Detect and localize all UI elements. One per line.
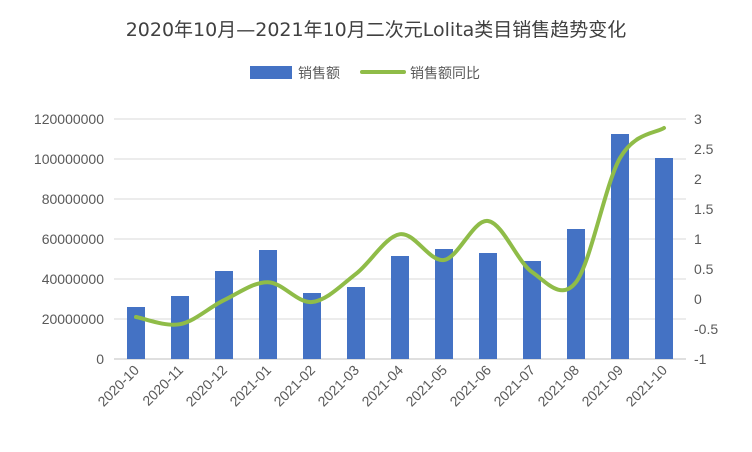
right-axis-tick-label: 2.5 [694, 141, 714, 157]
x-axis-tick-label: 2021-10 [622, 362, 670, 410]
legend-swatch-sales [250, 66, 292, 79]
x-axis-tick-label: 2020-12 [182, 362, 230, 410]
left-axis-tick-label: 80000000 [42, 191, 105, 207]
bar-sales [391, 256, 409, 359]
x-axis-tick-label: 2020-11 [139, 362, 186, 409]
right-axis-tick-label: 1.5 [694, 201, 714, 217]
bar-sales [347, 287, 365, 359]
x-axis-tick-label: 2021-01 [226, 362, 274, 410]
x-axis-tick-label: 2021-04 [358, 362, 406, 410]
right-axis-tick-label: 0 [694, 291, 702, 307]
right-axis-ticks: -1 -0.5 0 0.5 1 1.5 2 2.5 3 [694, 111, 718, 367]
bar-sales [171, 296, 189, 359]
bar-series-sales [127, 134, 673, 359]
x-axis-tick-label: 2021-09 [578, 362, 626, 410]
legend-label-yoy: 销售额同比 [410, 66, 480, 82]
bar-sales [655, 158, 673, 359]
bar-sales [127, 307, 145, 359]
x-axis-ticks: 2020-102020-112020-122021-012021-022021-… [94, 362, 670, 410]
line-yoy-path [134, 126, 666, 327]
x-axis-tick-label: 2021-05 [402, 362, 450, 410]
bar-sales [567, 229, 585, 359]
left-axis-tick-label: 20000000 [42, 311, 105, 327]
x-axis-tick-label: 2021-03 [314, 362, 362, 410]
bar-sales [303, 293, 321, 359]
right-axis-tick-label: -1 [694, 351, 707, 367]
right-axis-tick-label: 0.5 [694, 261, 714, 277]
line-series-yoy [134, 126, 666, 327]
right-axis-tick-label: 3 [694, 111, 702, 127]
bar-sales [435, 249, 453, 359]
bar-sales [523, 261, 541, 359]
left-axis-tick-label: 120000000 [34, 111, 104, 127]
x-axis-tick-label: 2021-07 [490, 362, 538, 410]
left-axis-tick-label: 0 [96, 351, 104, 367]
x-axis-tick-label: 2021-08 [534, 362, 582, 410]
bar-sales [215, 271, 233, 359]
bar-sales [611, 134, 629, 359]
left-axis-tick-label: 40000000 [42, 271, 105, 287]
left-axis-tick-label: 60000000 [42, 231, 105, 247]
right-axis-tick-label: 2 [694, 171, 702, 187]
right-axis-tick-label: -0.5 [694, 321, 718, 337]
legend: 销售额 销售额同比 [250, 66, 480, 82]
x-axis-tick-label: 2021-06 [446, 362, 494, 410]
chart-title: 2020年10月—2021年10月二次元Lolita类目销售趋势变化 [126, 19, 627, 41]
bar-sales [259, 250, 277, 359]
x-axis-tick-label: 2020-10 [94, 362, 142, 410]
left-axis-tick-label: 100000000 [34, 151, 104, 167]
bar-sales [479, 253, 497, 359]
right-axis-tick-label: 1 [694, 231, 702, 247]
left-axis-ticks: 0 20000000 40000000 60000000 80000000 1000000… [34, 111, 104, 367]
legend-label-sales: 销售额 [298, 66, 340, 82]
x-axis-tick-label: 2021-02 [270, 362, 318, 410]
